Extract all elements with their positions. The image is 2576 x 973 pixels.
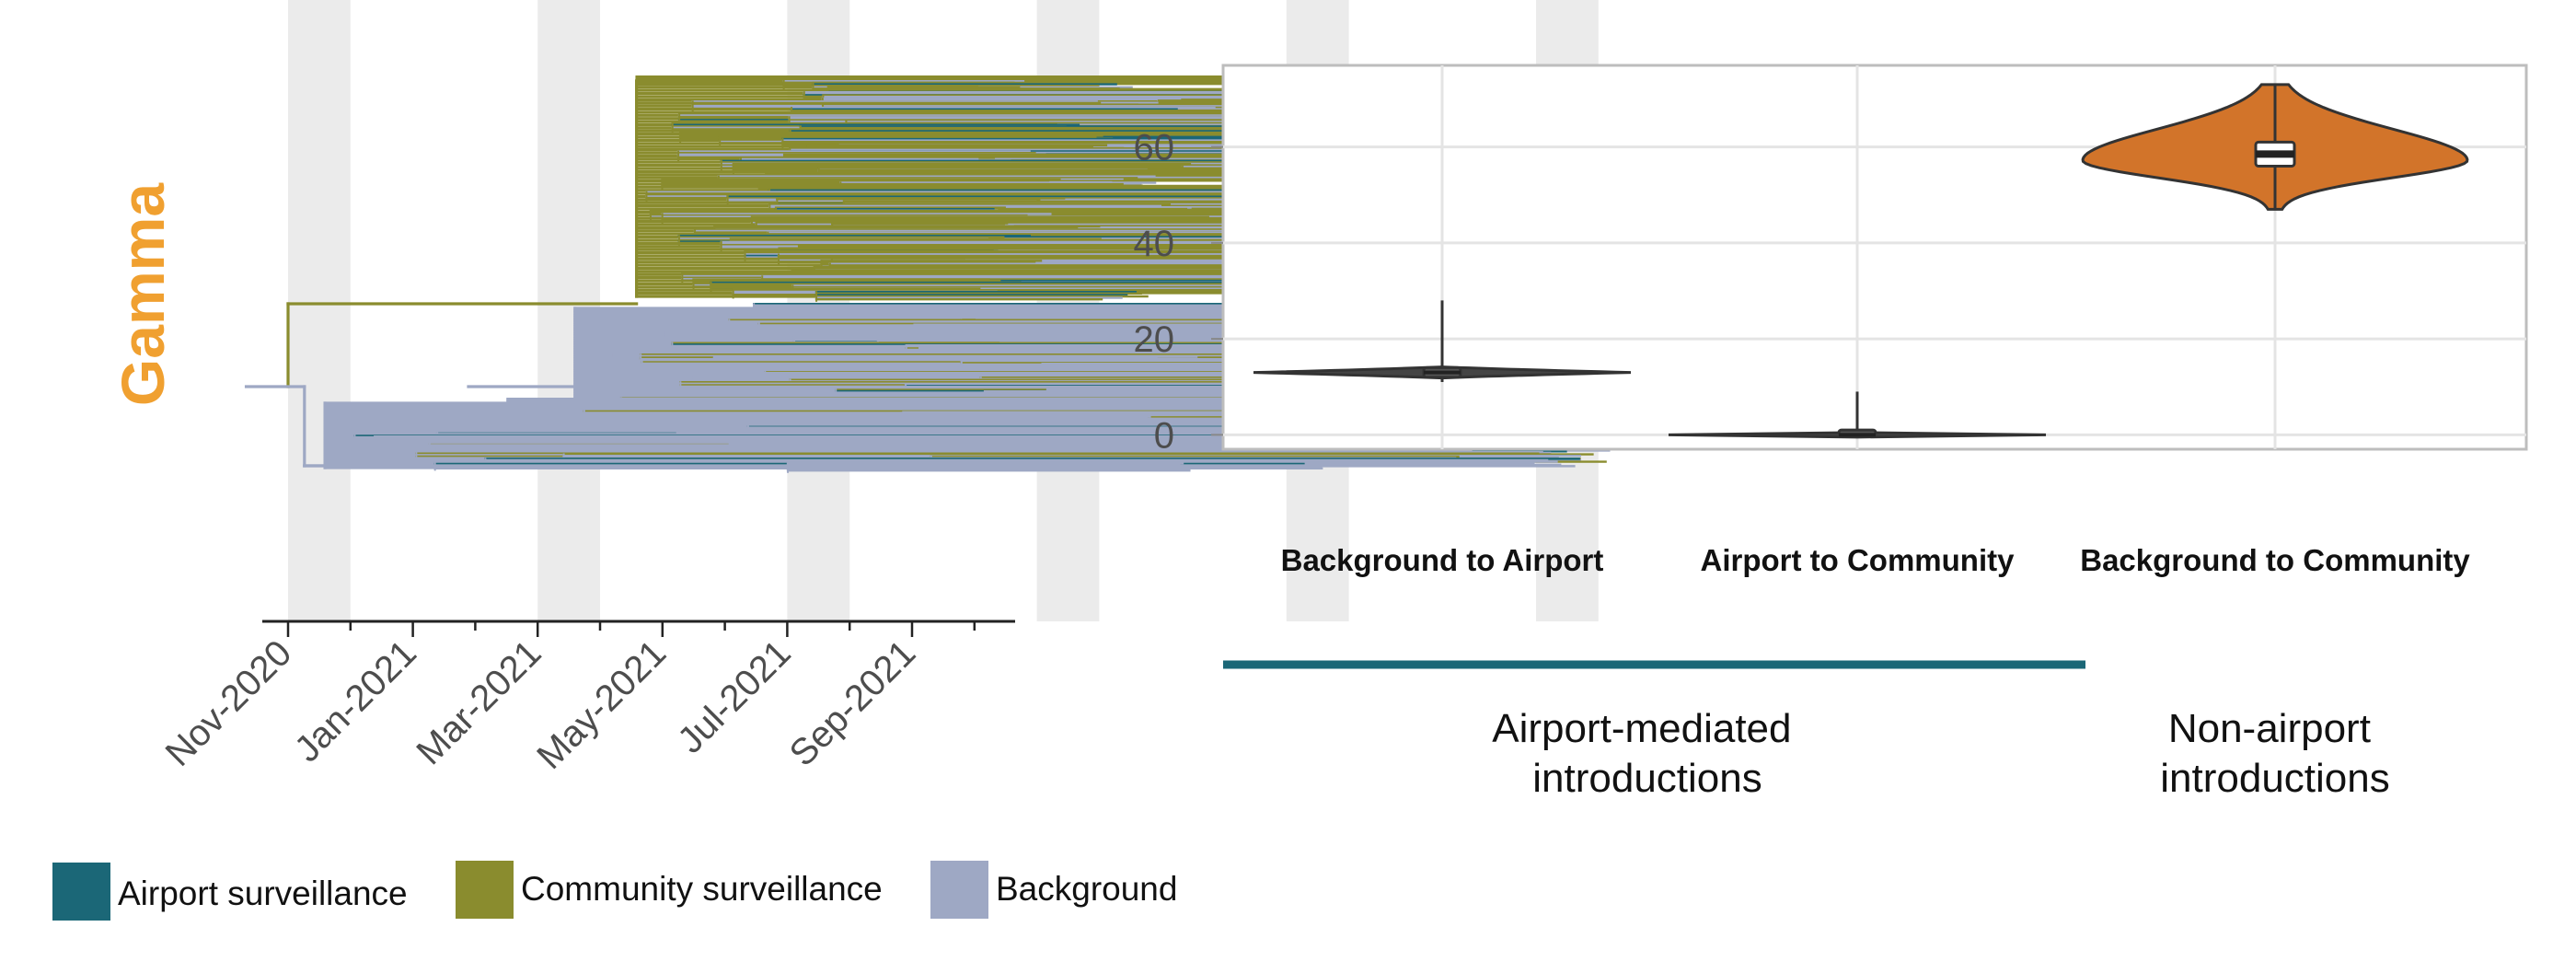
category-label: Background to Community <box>2080 543 2470 577</box>
category-label: Background to Airport <box>1281 543 1604 577</box>
tree-title: Gamma <box>109 182 177 406</box>
legend-swatch-airport <box>52 863 110 921</box>
x-tick-label: May-2021 <box>529 632 674 777</box>
month-band <box>288 0 351 621</box>
legend-label-airport: Airport surveillance <box>118 875 408 912</box>
group-label-airport-mediated: Airport-mediated introductions <box>1492 706 1803 801</box>
x-tick-label: Jul-2021 <box>670 632 799 761</box>
legend-label-community: Community surveillance <box>521 870 883 908</box>
y-tick-label: 0 <box>1154 415 1174 456</box>
violin-panel: 0 20 40 60 Background to Airport Airport to … <box>1134 64 2528 801</box>
x-tick-label: Nov-2020 <box>158 632 300 774</box>
category-label: Airport to Community <box>1701 543 2016 577</box>
violin-category-labels: Background to Airport Airport to Communit… <box>1281 543 2471 577</box>
y-tick-label: 60 <box>1134 128 1175 168</box>
legend-swatch-background <box>930 861 988 919</box>
x-tick-label: Mar-2021 <box>409 632 549 772</box>
x-tick-label: Jan-2021 <box>287 632 424 770</box>
group-label-non-airport: Non-airport introductions <box>2160 706 2389 801</box>
y-tick-label: 40 <box>1134 224 1175 264</box>
legend-swatch-community <box>456 861 514 919</box>
tree-x-axis-ticks <box>286 621 976 637</box>
y-tick-label: 20 <box>1134 319 1175 360</box>
violins <box>1253 83 2469 439</box>
legend-label-background: Background <box>996 870 1177 908</box>
tree-x-axis-tick-labels: Nov-2020Jan-2021Mar-2021May-2021Jul-2021… <box>158 632 924 777</box>
legend: Airport surveillance Community surveilla… <box>52 861 1177 921</box>
violin-y-axis-tick-labels: 0 20 40 60 <box>1134 128 1223 456</box>
x-tick-label: Sep-2021 <box>782 632 924 774</box>
